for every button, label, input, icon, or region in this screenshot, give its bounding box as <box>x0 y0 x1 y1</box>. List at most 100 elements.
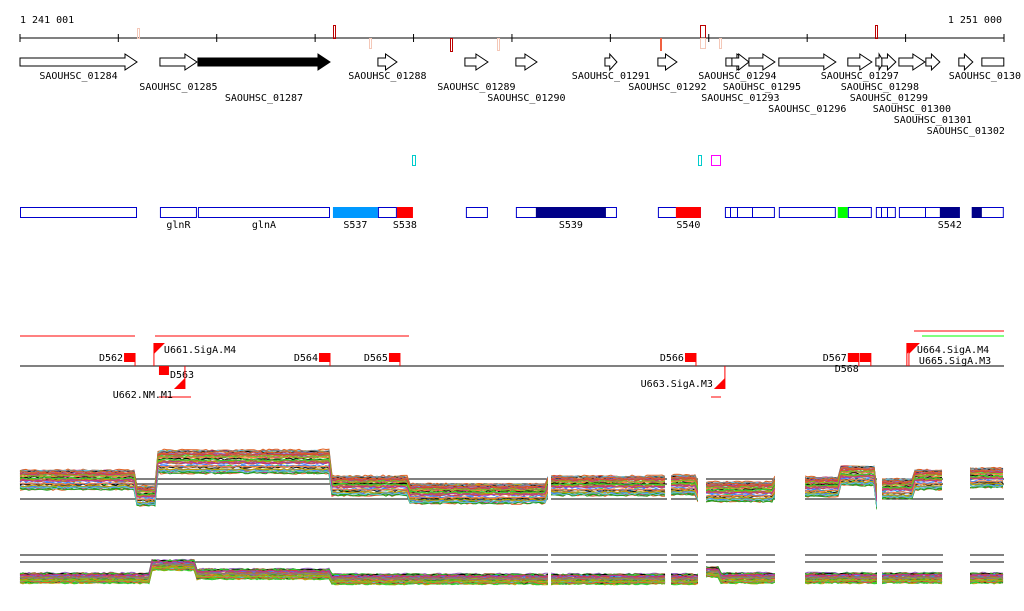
feature-box[interactable] <box>388 353 400 362</box>
segment-S538[interactable] <box>396 207 413 218</box>
feature-D562[interactable]: D562 <box>99 353 136 366</box>
segment-block[interactable] <box>724 207 775 218</box>
gene-arrow[interactable] <box>657 53 678 71</box>
segment-glnA[interactable] <box>197 207 330 218</box>
gene-label[interactable]: SAOUHSC_01299 <box>850 93 928 104</box>
gene-SAOUHSC_01290[interactable]: SAOUHSC_01290 <box>487 53 566 104</box>
feature-label[interactable]: U661.SigA.M4 <box>164 345 236 356</box>
gene-arrow[interactable] <box>731 52 750 72</box>
gene-arrow[interactable] <box>898 53 926 71</box>
gene-arrow[interactable] <box>515 53 538 71</box>
gene-SAOUHSC_01285[interactable]: SAOUHSC_01285 <box>139 53 218 93</box>
gene-label[interactable]: SAOUHSC_01302 <box>927 126 1005 137</box>
feature-U665.SigA.M3[interactable]: U665.SigA.M3 <box>908 343 991 367</box>
segment-S542[interactable] <box>939 207 960 218</box>
feature-box[interactable] <box>859 353 871 362</box>
gene-label[interactable]: SAOUHSC_01296 <box>768 104 846 115</box>
gene-arrow[interactable] <box>958 52 974 72</box>
gene-arrow[interactable] <box>925 52 941 72</box>
feature-U663.SigA.M3[interactable]: U663.SigA.M3 <box>641 366 726 390</box>
feature-label[interactable]: U663.SigA.M3 <box>641 379 713 390</box>
feature-box[interactable] <box>684 353 696 362</box>
gene-SAOUHSC_01300[interactable]: SAOUHSC_01300 <box>873 53 951 115</box>
feature-label[interactable]: D566 <box>660 353 684 364</box>
gene-label[interactable]: SAOUHSC_01285 <box>139 82 217 93</box>
gene-label[interactable]: SAOUHSC_01294 <box>698 71 776 82</box>
gene-label[interactable]: SAOUHSC_01293 <box>701 93 779 104</box>
gene-SAOUHSC_01293[interactable]: SAOUHSC_01293 <box>701 52 780 104</box>
gene-SAOUHSC_01289[interactable]: SAOUHSC_01289 <box>437 53 516 93</box>
feature-D568[interactable]: D568 <box>835 353 872 375</box>
segment-block[interactable] <box>847 207 872 218</box>
gene-SAOUHSC_01288[interactable]: SAOUHSC_01288 <box>348 53 427 82</box>
gene-label[interactable]: SAOUHSC_01289 <box>437 82 515 93</box>
segment-glnR[interactable] <box>159 207 197 218</box>
feature-label[interactable]: D567 <box>823 353 847 364</box>
segment-block[interactable] <box>875 207 896 218</box>
feature-label[interactable]: D565 <box>364 353 388 364</box>
gene-SAOUHSC_01295[interactable]: SAOUHSC_01295 <box>723 53 801 93</box>
gene-SAOUHSC_01297[interactable]: SAOUHSC_01297 <box>821 53 899 82</box>
segment-block[interactable] <box>20 207 138 218</box>
feature-box[interactable] <box>124 353 136 362</box>
gene-label[interactable]: SAOUHSC_01291 <box>572 71 650 82</box>
gene-arrow[interactable] <box>847 53 873 71</box>
feature-label[interactable]: U664.SigA.M4 <box>917 345 989 356</box>
feature-D564[interactable]: D564 <box>294 353 331 366</box>
gene-arrow[interactable] <box>19 53 138 71</box>
feature-U662.NM.M1[interactable]: U662.NM.M1 <box>113 366 186 401</box>
feature-D565[interactable]: D565 <box>364 353 401 366</box>
feature-box[interactable] <box>158 366 169 375</box>
gene-SAOUHSC_01301[interactable]: SAOUHSC_01301 <box>894 52 972 126</box>
gene-label[interactable]: SAOUHSC_01298 <box>841 82 919 93</box>
feature-label[interactable]: D562 <box>99 353 123 364</box>
feature-label[interactable]: D564 <box>294 353 318 364</box>
gene-label[interactable]: SAOUHSC_01288 <box>348 71 426 82</box>
gene-label[interactable]: SAOUHSC_01301 <box>894 115 972 126</box>
gene-arrow[interactable] <box>981 57 1005 67</box>
gene-arrow[interactable] <box>197 53 331 71</box>
gene-label[interactable]: SAOUHSC_01300 <box>873 104 951 115</box>
gene-arrow[interactable] <box>604 52 618 72</box>
gene-label[interactable]: SAOUHSC_01297 <box>821 71 899 82</box>
gene-label[interactable]: SAOUHSC_01287 <box>225 93 303 104</box>
feature-D567[interactable]: D567 <box>823 353 860 366</box>
feature-label[interactable]: U665.SigA.M3 <box>919 356 991 367</box>
gene-SAOUHSC_01299[interactable]: SAOUHSC_01299 <box>850 52 928 104</box>
gene-label[interactable]: SAOUHSC_01290 <box>487 93 565 104</box>
segment-block[interactable] <box>778 207 836 218</box>
segment-block[interactable] <box>465 207 488 218</box>
feature-D566[interactable]: D566 <box>660 353 697 366</box>
segment-block[interactable] <box>971 207 982 218</box>
feature-label[interactable]: D568 <box>835 364 859 375</box>
gene-arrow[interactable] <box>377 53 398 71</box>
segment-block[interactable] <box>377 207 397 218</box>
gene-SAOUHSC_01291[interactable]: SAOUHSC_01291 <box>572 52 650 82</box>
gene-arrow[interactable] <box>159 53 198 71</box>
segment-S539[interactable] <box>535 207 606 218</box>
feature-label[interactable]: D563 <box>170 370 194 381</box>
feature-D563[interactable]: D563 <box>158 366 194 381</box>
segment-S540[interactable] <box>675 207 701 218</box>
gene-label[interactable]: SAOUHSC_01295 <box>723 82 801 93</box>
gene-label[interactable]: SAOUHSC_01292 <box>628 82 706 93</box>
feature-box[interactable] <box>847 353 859 362</box>
gene-SAOUHSC_01296[interactable]: SAOUHSC_01296 <box>768 53 846 115</box>
gene-SAOUHSC_01287[interactable]: SAOUHSC_01287 <box>197 53 331 104</box>
feature-box[interactable] <box>318 353 330 362</box>
segment-block[interactable] <box>837 207 848 218</box>
gene-arrow[interactable] <box>881 52 897 72</box>
gene-SAOUHSC_01302[interactable]: SAOUHSC_01302 <box>927 52 1005 137</box>
segment-S537[interactable] <box>332 207 378 218</box>
gene-SAOUHSC_01284[interactable]: SAOUHSC_01284 <box>19 53 138 82</box>
gene-arrow[interactable] <box>748 53 776 71</box>
feature-U661.SigA.M4[interactable]: U661.SigA.M4 <box>153 343 236 366</box>
gene-SAOUHSC_01292[interactable]: SAOUHSC_01292 <box>628 53 707 93</box>
expression-line <box>970 472 1004 475</box>
gene-arrow[interactable] <box>778 53 837 71</box>
feature-label[interactable]: U662.NM.M1 <box>113 390 173 401</box>
gene-label[interactable]: SAOUHSC_0130 <box>949 71 1021 82</box>
gene-SAOUHSC_0130[interactable]: SAOUHSC_0130 <box>949 57 1021 82</box>
gene-label[interactable]: SAOUHSC_01284 <box>39 71 117 82</box>
gene-arrow[interactable] <box>464 53 489 71</box>
